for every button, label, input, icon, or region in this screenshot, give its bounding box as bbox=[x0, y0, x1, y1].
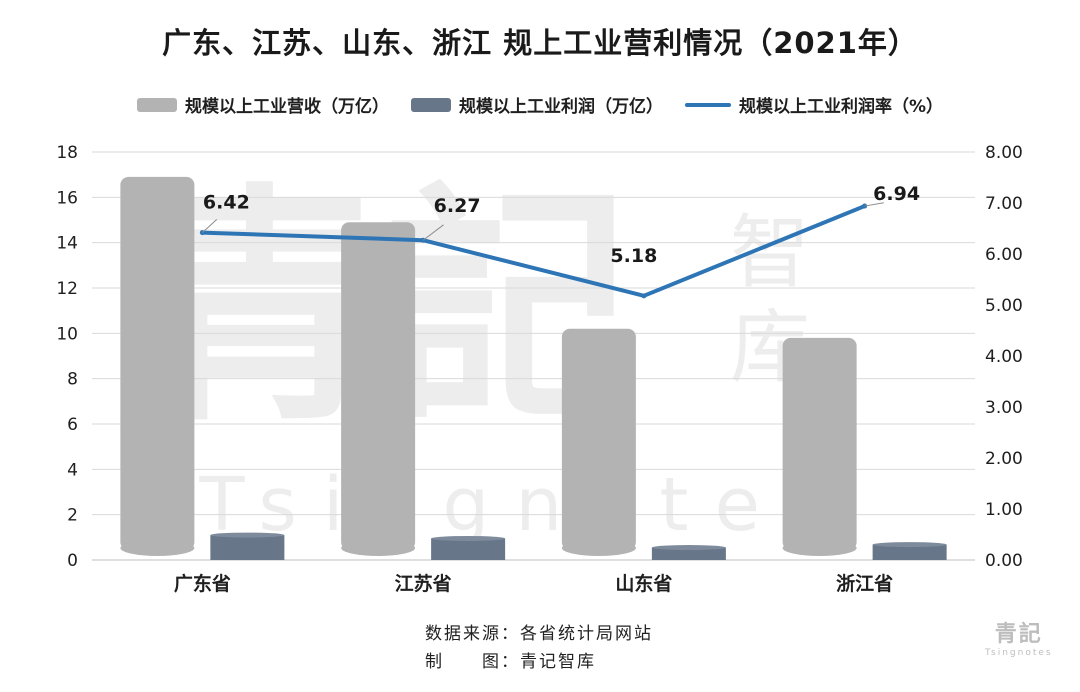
watermark-side-text-1: 智 bbox=[730, 206, 810, 299]
watermark-logo-latin: Tsingnotes bbox=[985, 648, 1053, 658]
profit-bar bbox=[431, 538, 506, 560]
watermark-logo-text: 青記 bbox=[994, 622, 1043, 647]
legend-item-rate: 规模以上工业利润率（%） bbox=[684, 92, 944, 117]
y-left-tick-label: 0 bbox=[67, 551, 78, 571]
legend-item-profit: 规模以上工业利润（万亿） bbox=[410, 92, 663, 117]
revenue-bar-base bbox=[341, 540, 416, 556]
y-right-tick-label: 5.00 bbox=[985, 296, 1023, 316]
y-right-tick-label: 1.00 bbox=[985, 500, 1023, 520]
y-right-tick-label: 8.00 bbox=[985, 143, 1023, 163]
watermark-latin-text: Tsingnotes bbox=[198, 462, 850, 548]
x-category-label: 山东省 bbox=[615, 572, 672, 595]
profit-bar-top bbox=[431, 535, 506, 541]
rate-line bbox=[200, 204, 867, 298]
revenue-bar bbox=[561, 328, 636, 550]
y-right-tick-label: 6.00 bbox=[985, 245, 1023, 265]
profit-bar bbox=[651, 547, 726, 560]
y-left-tick-label: 6 bbox=[67, 415, 78, 435]
y-left-tick-label: 18 bbox=[56, 143, 78, 163]
y-left-tick-label: 12 bbox=[56, 279, 78, 299]
legend-swatch-revenue bbox=[136, 97, 177, 112]
profit-bar bbox=[872, 544, 947, 560]
legend-swatch-profit bbox=[410, 97, 451, 112]
watermark-logo: 青記 Tsingnotes bbox=[985, 616, 1053, 658]
legend: 规模以上工业营收（万亿） 规模以上工业利润（万亿） 规模以上工业利润率（%） bbox=[0, 92, 1080, 117]
footer-maker: 制 图：青记智库 bbox=[425, 652, 596, 672]
rate-data-label: 6.27 bbox=[434, 195, 481, 217]
profit-bar bbox=[210, 535, 285, 560]
chart-title: 广东、江苏、山东、浙江 规上工业营利情况（2021年） bbox=[162, 26, 918, 60]
y-right-tick-label: 4.00 bbox=[985, 347, 1023, 367]
footer-source: 数据来源：各省统计局网站 bbox=[425, 624, 653, 644]
rate-label-leader bbox=[422, 224, 444, 241]
revenue-bar bbox=[782, 337, 857, 550]
x-category-label: 江苏省 bbox=[395, 572, 452, 595]
rate-data-label: 6.94 bbox=[873, 183, 920, 205]
y-right-tick-label: 2.00 bbox=[985, 449, 1023, 469]
y-right-tick-label: 3.00 bbox=[985, 398, 1023, 418]
y-left-tick-label: 4 bbox=[67, 460, 78, 480]
revenue-bar bbox=[120, 176, 195, 550]
y-left-tick-label: 14 bbox=[56, 234, 78, 254]
x-category-label: 浙江省 bbox=[836, 572, 893, 595]
y-right-tick-label: 0.00 bbox=[985, 551, 1023, 571]
footer: 数据来源：各省统计局网站 制 图：青记智库 bbox=[425, 620, 653, 676]
rate-label-leader bbox=[202, 219, 218, 233]
rate-data-label: 6.42 bbox=[203, 192, 250, 214]
revenue-bar-base bbox=[561, 540, 636, 556]
profit-bar-top bbox=[210, 532, 285, 538]
y-left-tick-label: 8 bbox=[67, 370, 78, 390]
legend-item-revenue: 规模以上工业营收（万亿） bbox=[136, 92, 389, 117]
profit-bar-top bbox=[651, 545, 726, 551]
y-left-tick-label: 16 bbox=[56, 188, 78, 208]
rate-point bbox=[641, 293, 647, 299]
y-left-tick-label: 2 bbox=[67, 506, 78, 526]
rate-data-label: 5.18 bbox=[610, 245, 657, 267]
legend-label-profit: 规模以上工业利润（万亿） bbox=[458, 97, 663, 117]
rate-label-leader bbox=[864, 202, 884, 207]
legend-label-rate: 规模以上工业利润率（%） bbox=[738, 97, 944, 117]
legend-swatch-rate bbox=[684, 102, 731, 107]
y-right-tick-label: 7.00 bbox=[985, 194, 1023, 214]
revenue-bar bbox=[341, 222, 416, 550]
y-left-tick-label: 10 bbox=[56, 324, 78, 344]
profit-bar-top bbox=[872, 542, 947, 548]
x-category-label: 广东省 bbox=[174, 572, 231, 595]
revenue-bar-base bbox=[120, 540, 195, 556]
legend-label-revenue: 规模以上工业营收（万亿） bbox=[184, 97, 389, 117]
revenue-bar-base bbox=[782, 540, 857, 556]
